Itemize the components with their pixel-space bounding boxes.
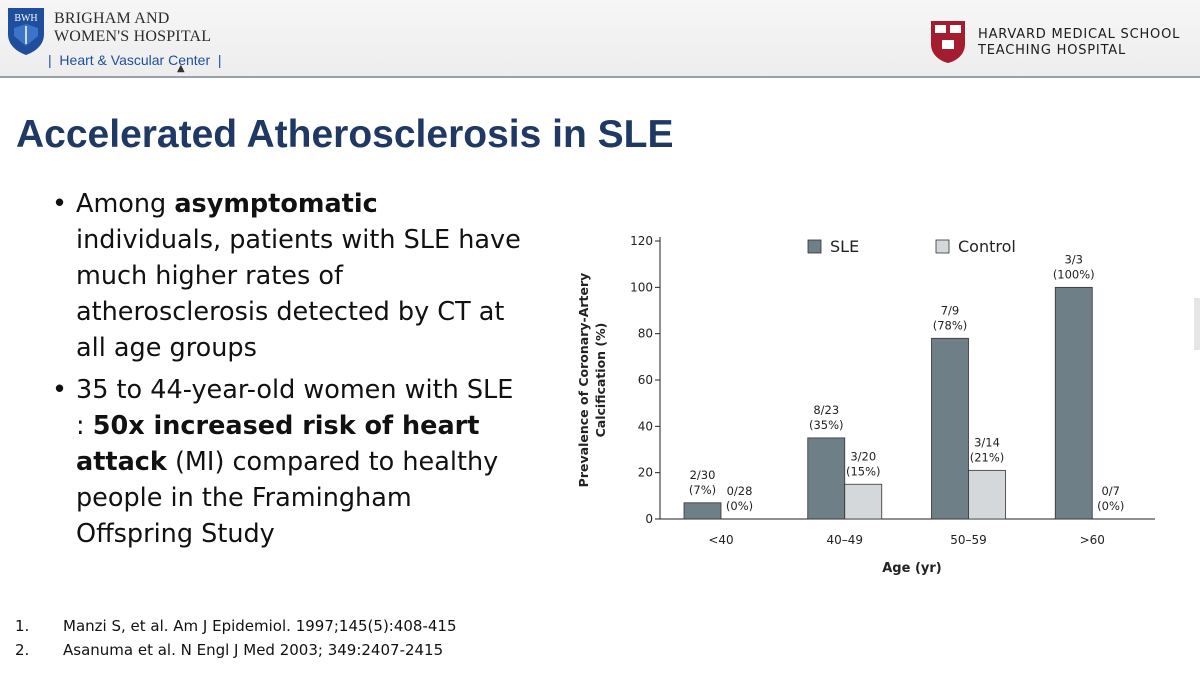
data-label: 0/28 <box>727 484 753 498</box>
data-label: 3/20 <box>850 449 876 463</box>
bullet-text: individuals, patients with SLE have much… <box>76 225 521 363</box>
data-label: (21%) <box>970 450 1005 464</box>
bar-control <box>968 469 1006 520</box>
bullet-dot-icon: • <box>52 375 68 405</box>
y-tick-label: 20 <box>638 466 653 480</box>
hms-name-line2: TEACHING HOSPITAL <box>978 43 1127 58</box>
legend-label-control: Control <box>958 237 1016 256</box>
edge-tab <box>1194 298 1200 350</box>
data-label: (7%) <box>689 483 716 497</box>
y-axis-title: Calcification (%) <box>593 323 608 438</box>
legend-label-sle: SLE <box>830 237 859 256</box>
x-tick-label: <40 <box>708 533 733 547</box>
hms-name-line1: HARVARD MEDICAL SCHOOL <box>978 27 1181 42</box>
bullet-text: 35 to 44-year-old women with SLE : <box>76 375 514 441</box>
x-tick-label: >60 <box>1080 533 1105 547</box>
data-label: (100%) <box>1053 267 1095 281</box>
x-tick-label: 50–59 <box>950 533 987 547</box>
bwh-name-line2: WOMEN'S HOSPITAL <box>54 28 212 45</box>
data-label: 8/23 <box>813 403 839 417</box>
mouse-cursor-icon: ▲ <box>177 63 185 74</box>
x-tick-label: 40–49 <box>826 533 863 547</box>
bar-control <box>844 483 883 520</box>
bullet-item-heart-attack: • 35 to 44-year-old women with SLE : 50x… <box>52 372 522 552</box>
data-label: 7/9 <box>941 303 960 317</box>
bullet-item-asymptomatic: • Among asymptomatic individuals, patien… <box>52 186 522 366</box>
bwh-logo-text: BWH <box>14 13 37 24</box>
y-tick-label: 100 <box>630 280 653 294</box>
reference-text: Manzi S, et al. Am J Epidemiol. 1997;145… <box>63 617 457 635</box>
y-tick-label: 0 <box>645 512 653 526</box>
data-label: (0%) <box>1097 499 1124 513</box>
data-label: 2/30 <box>690 468 716 482</box>
data-label: (35%) <box>809 418 844 432</box>
data-label: (78%) <box>933 318 968 332</box>
bwh-shield-icon: BWH <box>8 8 44 55</box>
data-label: (15%) <box>846 464 881 478</box>
y-tick-label: 60 <box>638 373 653 387</box>
bullet-bold-text: 50x increased risk of heart attack <box>76 411 480 477</box>
bar-sle <box>683 502 722 520</box>
y-axis-title: Prevalence of Coronary-Artery <box>576 273 591 488</box>
slide-title: Accelerated Atherosclerosis in SLE <box>16 113 674 156</box>
data-label: 3/14 <box>974 435 1000 449</box>
data-label: 0/7 <box>1101 484 1120 498</box>
data-label: (0%) <box>726 499 753 513</box>
reference-number: 1. <box>15 617 30 635</box>
header-bar: BWH BRIGHAM AND WOMEN'S HOSPITAL | Heart… <box>0 0 1200 78</box>
bar-sle <box>931 337 969 520</box>
bullet-dot-icon: • <box>52 189 68 219</box>
legend-swatch-control <box>935 239 950 254</box>
bullet-text: (MI) compared to healthy people in the F… <box>76 447 499 549</box>
bullet-list: • Among asymptomatic individuals, patien… <box>52 186 522 558</box>
department-label: | Heart & Vascular Center | <box>48 52 222 68</box>
reference-number: 2. <box>15 641 30 659</box>
y-tick-label: 80 <box>638 327 653 341</box>
bullet-text: Among <box>76 189 175 219</box>
legend-swatch-sle <box>807 239 822 254</box>
harvard-shield-icon <box>931 21 965 63</box>
bar-sle <box>1054 286 1093 520</box>
bar-sle <box>807 437 846 520</box>
reference-text: Asanuma et al. N Engl J Med 2003; 349:24… <box>63 641 444 659</box>
bwh-name-line1: BRIGHAM AND <box>54 10 170 27</box>
data-label: 3/3 <box>1064 252 1083 266</box>
bullet-bold-text: asymptomatic <box>174 189 378 219</box>
y-tick-label: 40 <box>638 419 653 433</box>
y-tick-label: 120 <box>630 234 653 248</box>
x-axis-title: Age (yr) <box>882 561 941 576</box>
